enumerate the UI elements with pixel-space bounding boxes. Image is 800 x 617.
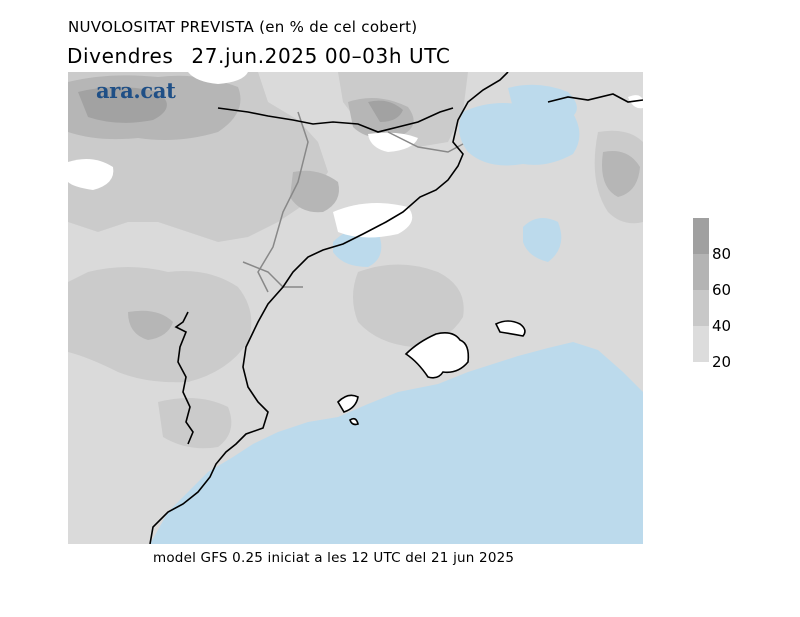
border-lines: [242, 111, 464, 293]
forecast-date-range: 27.jun.2025 00–03h UTC: [191, 44, 451, 68]
forecast-day: Divendres: [67, 44, 174, 68]
border-spain-portugal: [174, 311, 194, 445]
coastline: [149, 72, 643, 544]
legend-swatch-40: [693, 290, 709, 326]
sea-patch-north: [508, 84, 577, 123]
legend-swatch-80: [693, 218, 709, 254]
cloud-patch-sea-center: [353, 264, 464, 347]
legend-label-20: 20: [712, 353, 732, 371]
sea-patch-ebro: [333, 228, 382, 267]
legend-label-40: 40: [712, 317, 732, 335]
island-ibiza: [336, 394, 359, 413]
legend-swatch-20: [693, 326, 709, 362]
balearic-islands: [336, 320, 526, 426]
border-catalonia: [257, 111, 309, 293]
forecast-time: Divendres 27.jun.2025 00–03h UTC: [67, 44, 451, 68]
island-mallorca: [404, 332, 470, 379]
clear-patch-north: [368, 132, 418, 152]
sea-south: [150, 342, 643, 544]
border-france-inner: [387, 131, 464, 153]
cloud-80-100-layer: [78, 87, 403, 123]
legend-label-60: 60: [712, 281, 732, 299]
sea-layer: [150, 84, 643, 544]
cloud-cover-map: ara.cat: [68, 72, 643, 544]
clear-patch-ebro: [333, 203, 413, 238]
sea-patch-east: [523, 218, 562, 262]
cloud-patch-southwest: [158, 398, 232, 449]
coast-mainland: [149, 72, 509, 544]
cloud-dense-east: [602, 151, 640, 197]
clear-patch-top: [188, 72, 248, 84]
island-formentera: [349, 417, 359, 426]
sea-patch-w: [608, 398, 640, 424]
clear-sky-layer: [68, 72, 643, 238]
ara-cat-logo[interactable]: ara.cat: [96, 78, 176, 103]
border-aragon: [242, 261, 303, 288]
cloud-max-nw: [78, 87, 167, 123]
border-pyrenees: [217, 107, 454, 133]
map-canvas: [68, 72, 643, 544]
legend-swatch-60: [693, 254, 709, 290]
cloud-dense-west: [128, 310, 173, 340]
coast-north-east: [547, 93, 643, 103]
clear-patch-west: [68, 158, 114, 190]
model-info: model GFS 0.25 iniciat a les 12 UTC del …: [153, 550, 515, 566]
island-menorca: [494, 320, 526, 337]
cloud-max-north: [368, 100, 403, 122]
map-title: NUVOLOSITAT PREVISTA (en % de cel cobert…: [68, 18, 418, 36]
legend-label-80: 80: [712, 245, 732, 263]
cloud-dense-center: [290, 170, 339, 213]
